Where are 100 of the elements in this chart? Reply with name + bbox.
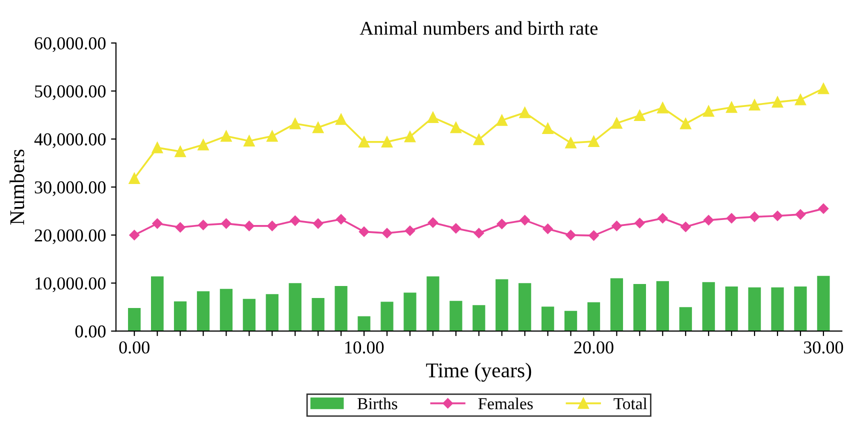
bar [426,276,440,332]
point [450,122,462,134]
point [312,218,324,229]
point [336,214,346,224]
point [680,118,692,130]
bar [702,282,715,332]
point [404,226,416,236]
point [588,136,600,147]
point [221,218,232,229]
point [358,136,370,148]
point [496,114,508,126]
point [726,213,737,224]
point [404,131,416,142]
point [542,122,554,134]
point [519,107,530,118]
point [680,222,691,232]
bar [358,316,370,332]
legend-label: Females [478,398,533,410]
bar [633,284,646,332]
x-tick-label: 0.00 [119,341,150,354]
bar [610,278,624,332]
point [703,106,714,117]
bar [541,306,554,332]
chart-title: Animal numbers and birth rate [360,21,598,35]
legend-label: Total [614,398,648,410]
bar [288,283,302,332]
y-tick-label: 20,000.00 [34,229,106,244]
point [726,102,738,113]
point [174,146,186,158]
point [612,220,622,232]
point [748,99,760,110]
bar [748,287,761,332]
point [749,212,760,222]
bar [725,286,738,332]
point [267,220,278,232]
y-tick-label: 50,000.00 [35,85,106,100]
point [312,122,324,134]
bar [128,308,141,332]
point [473,134,484,146]
y-axis-title: Numbers [10,150,24,225]
point [634,110,646,122]
bar [679,307,692,332]
x-tick-label: 10.00 [345,341,384,354]
point [220,130,232,142]
point [588,230,599,241]
point [772,210,783,221]
bar [334,286,348,332]
y-tick-label: 0.00 [75,325,106,338]
bar [472,305,486,332]
y-tick-label: 30,000.00 [34,181,106,196]
point [266,130,278,142]
bar [196,291,210,332]
point [290,216,300,226]
point [129,230,140,240]
point [175,222,186,232]
point [634,218,645,228]
point [520,215,530,226]
point [198,139,209,150]
point [290,118,301,130]
point [795,209,806,220]
point [128,172,140,184]
legend-label: Births [358,398,398,410]
y-tick-label: 40,000.00 [34,133,106,148]
point [658,213,668,224]
x-axis-title: Time (years) [426,362,532,382]
bar [150,276,164,332]
point [358,226,370,237]
point [566,230,576,240]
point [427,112,439,123]
point [152,142,163,154]
bar [496,279,508,332]
bar [518,283,532,332]
y-tick-label: 10,000.00 [36,277,106,292]
bar [587,302,600,332]
point [818,83,829,94]
x-tick-label: 30.00 [804,341,844,354]
point [450,223,462,234]
bar [266,294,278,332]
bar [380,302,394,332]
y-tick-label: 60,000.00 [34,37,106,52]
point [657,102,668,114]
point [382,228,392,238]
point [244,220,254,232]
point [772,96,784,108]
point [198,220,208,230]
point [428,217,438,228]
point [244,135,255,147]
bar [220,288,233,332]
bar [312,298,324,332]
bar [794,286,807,332]
bar [656,281,669,332]
bar [817,276,830,332]
bar [771,287,784,332]
point [152,218,162,229]
point [542,224,553,234]
point [818,204,829,214]
point [496,218,507,230]
bar [450,300,462,332]
point [565,137,576,148]
bar [174,301,187,332]
